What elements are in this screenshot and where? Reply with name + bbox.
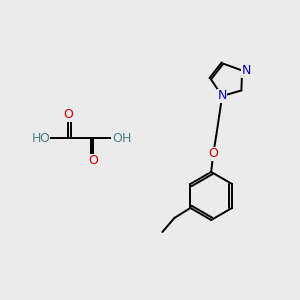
Text: H: H	[121, 131, 131, 145]
Text: O: O	[39, 131, 49, 145]
Text: N: N	[218, 89, 227, 103]
Text: H: H	[31, 131, 41, 145]
Text: O: O	[208, 148, 218, 160]
Text: O: O	[88, 154, 98, 167]
Text: O: O	[112, 131, 122, 145]
Text: O: O	[63, 109, 73, 122]
Text: N: N	[242, 64, 251, 77]
